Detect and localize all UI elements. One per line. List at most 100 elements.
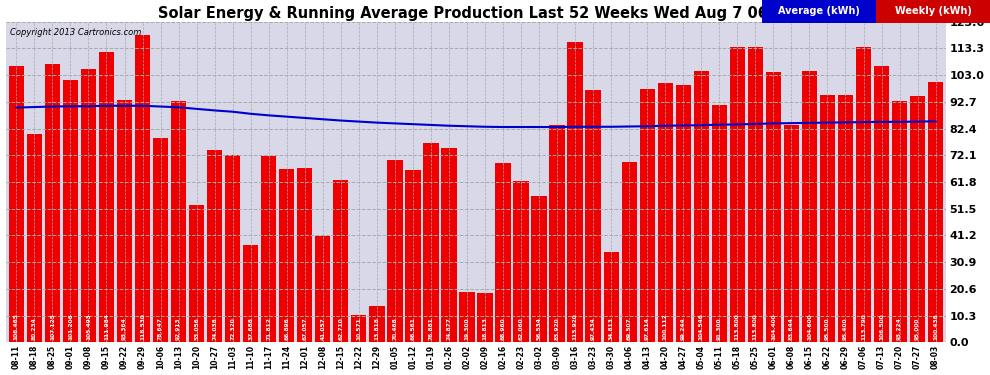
Bar — [351, 315, 366, 342]
Bar — [207, 150, 223, 342]
Bar — [495, 164, 511, 342]
Text: 93.224: 93.224 — [897, 317, 902, 340]
Text: 72.320: 72.320 — [230, 317, 236, 340]
Text: 101.206: 101.206 — [68, 313, 73, 340]
Text: 99.244: 99.244 — [681, 317, 686, 340]
Bar — [675, 85, 691, 342]
Text: 93.364: 93.364 — [122, 317, 127, 340]
Bar — [622, 162, 637, 342]
Text: 34.813: 34.813 — [609, 317, 614, 340]
Bar — [117, 100, 133, 342]
Text: 62.060: 62.060 — [519, 317, 524, 340]
Text: 18.813: 18.813 — [482, 317, 487, 340]
Text: 78.647: 78.647 — [158, 317, 163, 340]
Text: 104.600: 104.600 — [807, 313, 812, 340]
Bar — [802, 71, 817, 342]
Bar — [514, 182, 529, 342]
Text: 106.465: 106.465 — [14, 313, 19, 340]
Bar — [81, 69, 96, 342]
Text: 104.400: 104.400 — [771, 313, 776, 340]
Bar — [892, 100, 907, 342]
Text: 100.112: 100.112 — [662, 313, 667, 340]
Text: 113.800: 113.800 — [735, 313, 740, 340]
Bar — [243, 244, 258, 342]
Text: 19.300: 19.300 — [464, 317, 469, 340]
Bar — [369, 306, 384, 342]
Text: 83.920: 83.920 — [554, 317, 559, 340]
Text: 74.038: 74.038 — [212, 317, 217, 340]
Text: 83.644: 83.644 — [789, 317, 794, 340]
Bar — [45, 64, 60, 342]
Bar — [640, 89, 654, 342]
Bar — [152, 138, 168, 342]
Text: 97.434: 97.434 — [591, 317, 596, 340]
Bar — [549, 124, 564, 342]
Bar — [585, 90, 601, 342]
Bar — [820, 94, 836, 342]
Bar — [387, 159, 403, 342]
Bar — [928, 82, 943, 342]
Text: 113.800: 113.800 — [752, 313, 758, 340]
Bar — [855, 47, 871, 342]
Bar — [442, 148, 456, 342]
Text: 100.436: 100.436 — [934, 313, 939, 340]
Bar — [765, 72, 781, 342]
Bar — [712, 105, 727, 342]
Text: 37.688: 37.688 — [248, 317, 253, 340]
Bar — [459, 292, 474, 342]
Bar — [910, 96, 926, 342]
Text: 66.896: 66.896 — [284, 317, 289, 340]
Bar — [477, 294, 493, 342]
Text: 80.234: 80.234 — [32, 317, 37, 340]
Text: 95.500: 95.500 — [825, 317, 830, 340]
Text: 62.710: 62.710 — [339, 317, 344, 340]
Text: 92.913: 92.913 — [176, 317, 181, 340]
Bar — [567, 42, 583, 342]
Text: 97.614: 97.614 — [644, 317, 649, 340]
Bar — [838, 95, 853, 342]
Bar — [405, 170, 421, 342]
Bar — [99, 52, 114, 342]
Text: 91.300: 91.300 — [717, 317, 722, 340]
Text: 13.818: 13.818 — [374, 317, 379, 340]
Text: 67.057: 67.057 — [302, 317, 307, 340]
Text: 41.057: 41.057 — [321, 317, 326, 340]
Bar — [225, 155, 241, 342]
Text: 10.571: 10.571 — [356, 317, 361, 340]
Bar — [874, 66, 889, 342]
Bar — [747, 47, 763, 342]
Text: 115.920: 115.920 — [572, 313, 577, 340]
Text: 76.881: 76.881 — [429, 317, 434, 340]
Text: 66.561: 66.561 — [411, 317, 416, 340]
Title: Solar Energy & Running Average Production Last 52 Weeks Wed Aug 7 06:20: Solar Energy & Running Average Productio… — [158, 6, 794, 21]
Text: 118.530: 118.530 — [140, 313, 146, 340]
Text: 113.790: 113.790 — [861, 313, 866, 340]
Text: 68.960: 68.960 — [501, 317, 506, 340]
Bar — [532, 196, 546, 342]
Text: 71.812: 71.812 — [266, 317, 271, 340]
Text: 95.000: 95.000 — [915, 317, 920, 340]
Text: Average (kWh): Average (kWh) — [778, 6, 860, 16]
Bar — [261, 156, 276, 342]
Bar — [694, 71, 709, 342]
Text: 111.984: 111.984 — [104, 313, 109, 340]
Bar — [189, 205, 204, 342]
Text: Copyright 2013 Cartronics.com: Copyright 2013 Cartronics.com — [10, 28, 142, 37]
Text: 74.877: 74.877 — [446, 317, 451, 340]
Text: 95.400: 95.400 — [842, 317, 848, 340]
Bar — [27, 134, 42, 342]
Bar — [604, 252, 619, 342]
Text: 107.125: 107.125 — [50, 313, 54, 340]
Bar — [9, 66, 24, 342]
Bar — [315, 236, 331, 342]
Text: 105.493: 105.493 — [86, 313, 91, 340]
Bar — [424, 143, 439, 342]
Bar — [171, 101, 186, 342]
Text: Weekly (kWh): Weekly (kWh) — [895, 6, 971, 16]
Text: 70.468: 70.468 — [392, 317, 397, 340]
Bar — [730, 47, 745, 342]
Text: 53.056: 53.056 — [194, 317, 199, 340]
Text: 106.500: 106.500 — [879, 313, 884, 340]
Text: 104.546: 104.546 — [699, 313, 704, 340]
Bar — [297, 168, 313, 342]
